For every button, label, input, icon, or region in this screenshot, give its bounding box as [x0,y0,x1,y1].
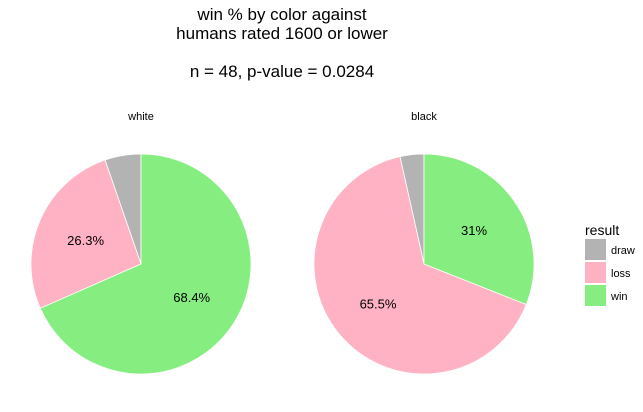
facet-label-white: white [127,111,154,123]
facet-black: black 65.5% 31% [313,111,535,375]
title-line-2: humans rated 1600 or lower [176,24,388,43]
slice-white-loss [30,159,142,309]
legend: result draw loss win [585,222,635,306]
legend-swatch-loss [585,262,606,283]
slice-white-win [39,153,252,375]
legend-title: result [585,222,619,238]
data-label-white-loss: 26.3% [67,233,104,248]
slice-black-loss [313,156,527,375]
title-line-1: win % by color against [196,5,366,24]
facet-white: white 26.3% 68.4% [30,111,252,375]
data-label-black-win: 31% [461,223,487,238]
legend-label-draw: draw [611,245,635,257]
legend-swatch-win [585,285,606,306]
data-label-white-win: 68.4% [173,290,210,305]
chart-title: win % by color against humans rated 1600… [176,5,388,81]
legend-label-loss: loss [611,268,631,280]
slice-black-win [423,153,535,306]
legend-swatch-draw [585,239,606,260]
title-line-4: n = 48, p-value = 0.0284 [190,62,374,81]
legend-label-win: win [610,291,628,303]
facet-label-black: black [411,111,437,123]
data-label-black-loss: 65.5% [360,296,397,311]
